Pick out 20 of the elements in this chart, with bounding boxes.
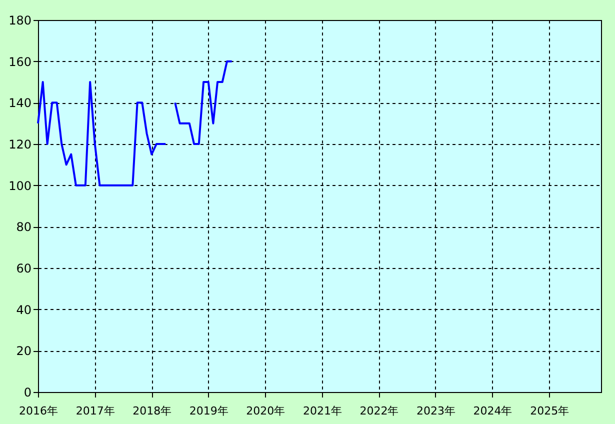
y-tick-label: 180 [8, 14, 32, 28]
y-tick-label: 80 [16, 220, 32, 234]
y-tick-label: 140 [8, 96, 32, 110]
y-tick-label: 40 [16, 302, 32, 317]
x-tick-label: 2021年 [302, 404, 342, 418]
y-tick-label: 60 [16, 262, 32, 276]
x-tick-label: 2023年 [416, 404, 456, 418]
y-tick-label: 0 [24, 386, 32, 400]
x-tick-label: 2019年 [189, 404, 228, 418]
y-tick-label: 120 [8, 138, 32, 152]
x-tick-label: 2022年 [360, 404, 399, 418]
x-tick-label: 2016年 [19, 404, 58, 418]
x-tick-label: 2020年 [246, 404, 286, 418]
y-tick-label: 160 [8, 54, 32, 69]
x-tick-label: 2024年 [473, 404, 512, 418]
x-tick-label: 2025年 [530, 404, 570, 418]
y-tick-label: 20 [16, 344, 32, 358]
y-tick-label: 100 [8, 178, 32, 193]
x-tick-label: 2018年 [132, 404, 172, 418]
x-tick-label: 2017年 [76, 404, 115, 418]
